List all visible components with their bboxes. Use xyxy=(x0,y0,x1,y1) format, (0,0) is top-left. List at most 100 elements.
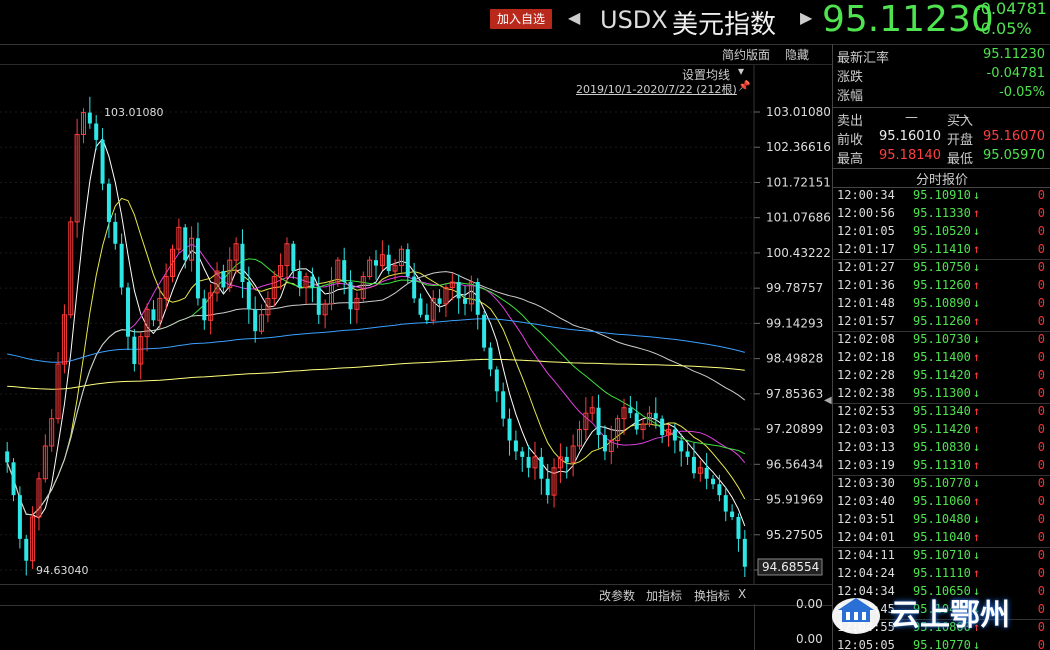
candle-body[interactable] xyxy=(679,440,684,452)
candle-body[interactable] xyxy=(144,308,150,338)
candle-body[interactable] xyxy=(443,286,449,305)
candle-body[interactable] xyxy=(513,440,518,452)
candle-body[interactable] xyxy=(501,391,506,419)
candle-body[interactable] xyxy=(456,282,461,299)
candle-body[interactable] xyxy=(17,495,22,539)
candle-body[interactable] xyxy=(74,133,80,223)
candle-body[interactable] xyxy=(240,243,245,283)
candle-body[interactable] xyxy=(214,270,220,294)
candle-body[interactable] xyxy=(11,462,16,496)
candle-body[interactable] xyxy=(310,276,315,288)
candle-body[interactable] xyxy=(430,297,436,321)
candle-body[interactable] xyxy=(30,516,36,562)
candle-body[interactable] xyxy=(646,412,652,425)
candle-body[interactable] xyxy=(482,314,487,348)
candle-body[interactable] xyxy=(202,298,207,321)
switch-indicator-button[interactable]: 换指标 xyxy=(694,589,731,603)
candle-body[interactable] xyxy=(138,336,144,365)
candle-body[interactable] xyxy=(583,412,589,431)
candle-body[interactable] xyxy=(316,287,321,315)
candle-body[interactable] xyxy=(208,292,214,321)
candle-body[interactable] xyxy=(424,314,429,321)
candle-body[interactable] xyxy=(328,281,334,305)
candle-body[interactable] xyxy=(42,445,48,480)
candle-body[interactable] xyxy=(468,281,474,305)
candle-body[interactable] xyxy=(386,254,391,272)
candle-body[interactable] xyxy=(379,254,385,267)
prev-symbol-icon[interactable]: ◀ xyxy=(568,8,581,27)
candle-body[interactable] xyxy=(628,407,633,414)
candle-body[interactable] xyxy=(602,435,607,452)
candle-body[interactable] xyxy=(392,265,398,272)
candle-body[interactable] xyxy=(564,456,569,463)
candle-body[interactable] xyxy=(278,265,284,278)
candle-body[interactable] xyxy=(87,112,92,124)
candle-body[interactable] xyxy=(551,467,557,496)
candlestick-chart[interactable]: 103.01080 102.36616 101.72151 101.07686 100.… xyxy=(0,64,832,584)
candle-body[interactable] xyxy=(494,369,499,392)
candle-body[interactable] xyxy=(704,467,709,479)
candle-body[interactable] xyxy=(259,314,265,332)
candle-body[interactable] xyxy=(335,259,341,283)
tick-list[interactable]: 12:00:34 95.10910 ↓ 0 12:00:56 95.11330 ↑ 0 12:0… xyxy=(833,188,1050,650)
candle-body[interactable] xyxy=(80,112,86,135)
candle-body[interactable] xyxy=(545,478,550,496)
candle-body[interactable] xyxy=(685,451,690,457)
collapse-panel-icon[interactable]: ◀ xyxy=(824,395,832,406)
candle-body[interactable] xyxy=(61,314,67,365)
date-range-label[interactable]: 2019/10/1-2020/7/22 (212根) xyxy=(576,83,737,96)
candle-body[interactable] xyxy=(100,139,105,184)
candle-body[interactable] xyxy=(183,227,188,261)
candle-body[interactable] xyxy=(49,418,55,447)
candle-body[interactable] xyxy=(360,276,366,299)
pin-icon[interactable]: 📌 xyxy=(738,81,751,92)
candle-body[interactable] xyxy=(342,260,347,283)
candle-body[interactable] xyxy=(322,303,328,316)
candle-body[interactable] xyxy=(405,249,410,277)
candle-body[interactable] xyxy=(253,309,258,332)
candle-body[interactable] xyxy=(526,456,531,468)
candle-body[interactable] xyxy=(412,276,417,299)
candle-body[interactable] xyxy=(596,407,601,436)
candle-body[interactable] xyxy=(106,183,111,222)
candle-body[interactable] xyxy=(233,243,239,261)
dropdown-icon[interactable]: ▾ xyxy=(738,64,745,78)
candle-body[interactable] xyxy=(176,226,182,250)
candle-body[interactable] xyxy=(398,248,404,267)
candle-body[interactable] xyxy=(711,478,716,485)
candle-body[interactable] xyxy=(621,407,627,420)
candle-body[interactable] xyxy=(666,429,672,436)
candle-body[interactable] xyxy=(163,276,169,299)
candle-body[interactable] xyxy=(68,221,74,316)
candle-body[interactable] xyxy=(723,495,728,512)
candle-body[interactable] xyxy=(271,276,277,299)
candle-body[interactable] xyxy=(589,407,595,414)
candle-body[interactable] xyxy=(36,478,42,518)
candle-body[interactable] xyxy=(374,260,378,266)
candle-body[interactable] xyxy=(697,467,703,474)
candle-body[interactable] xyxy=(24,538,29,561)
close-indicator-button[interactable]: X xyxy=(738,587,747,601)
candle-body[interactable] xyxy=(507,418,512,441)
candle-body[interactable] xyxy=(742,538,747,567)
candle-body[interactable] xyxy=(5,451,10,463)
candle-body[interactable] xyxy=(55,363,61,420)
candle-body[interactable] xyxy=(354,297,360,310)
candle-body[interactable] xyxy=(653,413,658,419)
candle-body[interactable] xyxy=(730,511,735,518)
candle-body[interactable] xyxy=(520,451,525,457)
candle-body[interactable] xyxy=(367,259,373,278)
candle-body[interactable] xyxy=(717,484,722,496)
candle-body[interactable] xyxy=(297,271,302,288)
ma-settings-button[interactable]: 设置均线 xyxy=(682,68,731,82)
candle-body[interactable] xyxy=(615,418,621,441)
candle-body[interactable] xyxy=(463,298,468,304)
candle-body[interactable] xyxy=(672,429,677,441)
candle-body[interactable] xyxy=(539,456,544,479)
candle-body[interactable] xyxy=(265,297,271,316)
candle-body[interactable] xyxy=(660,418,665,436)
candle-body[interactable] xyxy=(576,429,582,447)
candle-body[interactable] xyxy=(634,413,639,430)
candle-body[interactable] xyxy=(557,456,563,469)
add-to-watchlist-button[interactable]: 加入自选 xyxy=(490,9,552,29)
